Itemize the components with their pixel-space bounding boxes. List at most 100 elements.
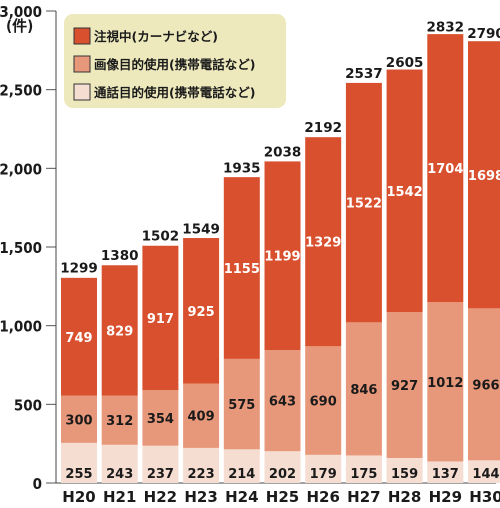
- bar-value-label: 917: [147, 312, 174, 327]
- bar-value-label: 237: [147, 467, 174, 482]
- bar-value-label: 137: [432, 467, 459, 482]
- legend-swatch: [73, 27, 91, 45]
- bar-value-label: 1522: [346, 197, 382, 212]
- legend-entry-label: 画像目的使用(携帯電話など): [94, 57, 255, 72]
- bar-segment-H27-s0: [345, 455, 382, 483]
- bar-value-label: 1199: [264, 250, 300, 265]
- bar-value-label: 354: [147, 412, 174, 427]
- x-category-label: H29: [429, 488, 462, 506]
- bar-value-label: 575: [228, 398, 255, 413]
- bar-segment-H29-s2: [427, 34, 464, 303]
- bar-value-label: 1329: [305, 236, 341, 251]
- bar-value-label: 159: [391, 467, 418, 482]
- x-category-label: H24: [225, 488, 258, 506]
- bar-value-label: 925: [188, 305, 215, 320]
- bar-value-label: 144: [472, 467, 499, 482]
- bar-segment-H23-s2: [183, 238, 220, 384]
- bar-total-label: 2537: [345, 66, 383, 82]
- bar-value-label: 749: [65, 331, 92, 346]
- y-unit-label: (件): [6, 17, 33, 35]
- y-tick-label: 0: [33, 475, 42, 493]
- bar-segment-H30-s2: [468, 41, 500, 309]
- bar-total-label: 1549: [182, 221, 220, 237]
- bar-segment-H20-s1: [61, 395, 97, 443]
- bar-total-label: 2832: [427, 19, 465, 35]
- bar-segment-H23-s1: [183, 383, 220, 448]
- bar-segment-H21-s1: [101, 395, 138, 445]
- x-category-label: H26: [306, 488, 339, 506]
- bar-segment-H30-s1: [468, 308, 500, 461]
- bar-value-label: 1704: [427, 162, 463, 177]
- bar-value-label: 1012: [427, 376, 463, 391]
- bar-segment-H26-s2: [305, 137, 342, 347]
- bar-segment-H22-s0: [142, 445, 179, 483]
- bar-segment-H20-s0: [61, 442, 97, 483]
- bar-value-label: 300: [65, 413, 92, 428]
- bar-segment-H21-s2: [101, 265, 138, 396]
- bar-segment-H30-s0: [468, 460, 500, 483]
- bar-segment-H21-s0: [101, 444, 138, 483]
- bar-value-label: 1698: [468, 169, 500, 184]
- bar-segment-H24-s0: [223, 449, 260, 483]
- bar-total-label: 2605: [386, 55, 424, 71]
- bar-value-label: 255: [65, 467, 92, 482]
- y-tick-label: 1,000: [0, 318, 42, 336]
- bar-value-label: 179: [310, 467, 337, 482]
- bar-segment-H27-s2: [345, 82, 382, 323]
- x-category-label: H30: [469, 488, 500, 506]
- bar-total-label: 1380: [101, 248, 139, 264]
- bar-value-label: 223: [188, 467, 215, 482]
- bar-value-label: 243: [106, 467, 133, 482]
- legend-entry-label: 注視中(カーナビなど): [94, 29, 218, 44]
- bar-total-label: 2790: [467, 26, 500, 42]
- legend-entry-label: 通話目的使用(携帯電話など): [94, 85, 255, 100]
- bar-segment-H24-s2: [223, 177, 260, 359]
- bar-value-label: 643: [269, 395, 296, 410]
- x-category-label: H22: [144, 488, 177, 506]
- bar-segment-H24-s1: [223, 358, 260, 450]
- bar-value-label: 927: [391, 379, 418, 394]
- y-tick-label: 500: [14, 396, 42, 414]
- bar-segment-H26-s0: [305, 454, 342, 483]
- bar-value-label: 312: [106, 414, 133, 429]
- bar-value-label: 202: [269, 467, 296, 482]
- bar-value-label: 1542: [387, 185, 423, 200]
- bar-value-label: 409: [188, 410, 215, 425]
- bar-segment-H29-s0: [427, 461, 464, 483]
- bar-value-label: 1155: [224, 262, 260, 277]
- bar-value-label: 214: [228, 467, 255, 482]
- bar-segment-H22-s1: [142, 390, 179, 446]
- bar-segment-H25-s0: [264, 451, 301, 483]
- bars-layer: [61, 34, 500, 483]
- bar-segment-H22-s2: [142, 245, 179, 391]
- bar-segment-H28-s1: [386, 312, 423, 458]
- bar-total-label: 1502: [142, 229, 180, 245]
- axis-layer: (件) 0 500 1,000 1,500 2,000 2,500 3,000 H20 H21 H…: [0, 3, 500, 506]
- bar-segment-H28-s0: [386, 457, 423, 483]
- y-tick-label: 2,000: [0, 160, 42, 178]
- bar-total-label: 1299: [60, 261, 98, 277]
- x-category-label: H25: [266, 488, 299, 506]
- bar-value-label: 829: [106, 324, 133, 339]
- bar-segment-H26-s1: [305, 346, 342, 455]
- legend-box: [64, 14, 286, 108]
- bar-value-label: 690: [310, 395, 337, 410]
- bar-segment-H25-s2: [264, 161, 301, 351]
- bar-total-label: 1935: [223, 161, 261, 177]
- bar-value-label: 966: [472, 378, 499, 393]
- bar-segment-H29-s1: [427, 302, 464, 462]
- x-category-label: H27: [347, 488, 380, 506]
- x-category-label: H28: [388, 488, 421, 506]
- bar-value-label: 175: [350, 467, 377, 482]
- legend: 注視中(カーナビなど) 画像目的使用(携帯電話など) 通話目的使用(携帯電話など): [64, 14, 286, 108]
- bar-segment-H28-s2: [386, 69, 423, 313]
- labels-layer: 255 300 749 1299 243 312 829 1380 237 354 917 1502 2…: [60, 19, 500, 482]
- bar-segment-H27-s1: [345, 322, 382, 456]
- bar-segment-H23-s0: [183, 447, 220, 483]
- bar-value-label: 846: [350, 383, 377, 398]
- bar-segment-H20-s2: [61, 277, 97, 396]
- y-tick-label: 1,500: [0, 239, 42, 257]
- bar-total-label: 2192: [304, 120, 342, 136]
